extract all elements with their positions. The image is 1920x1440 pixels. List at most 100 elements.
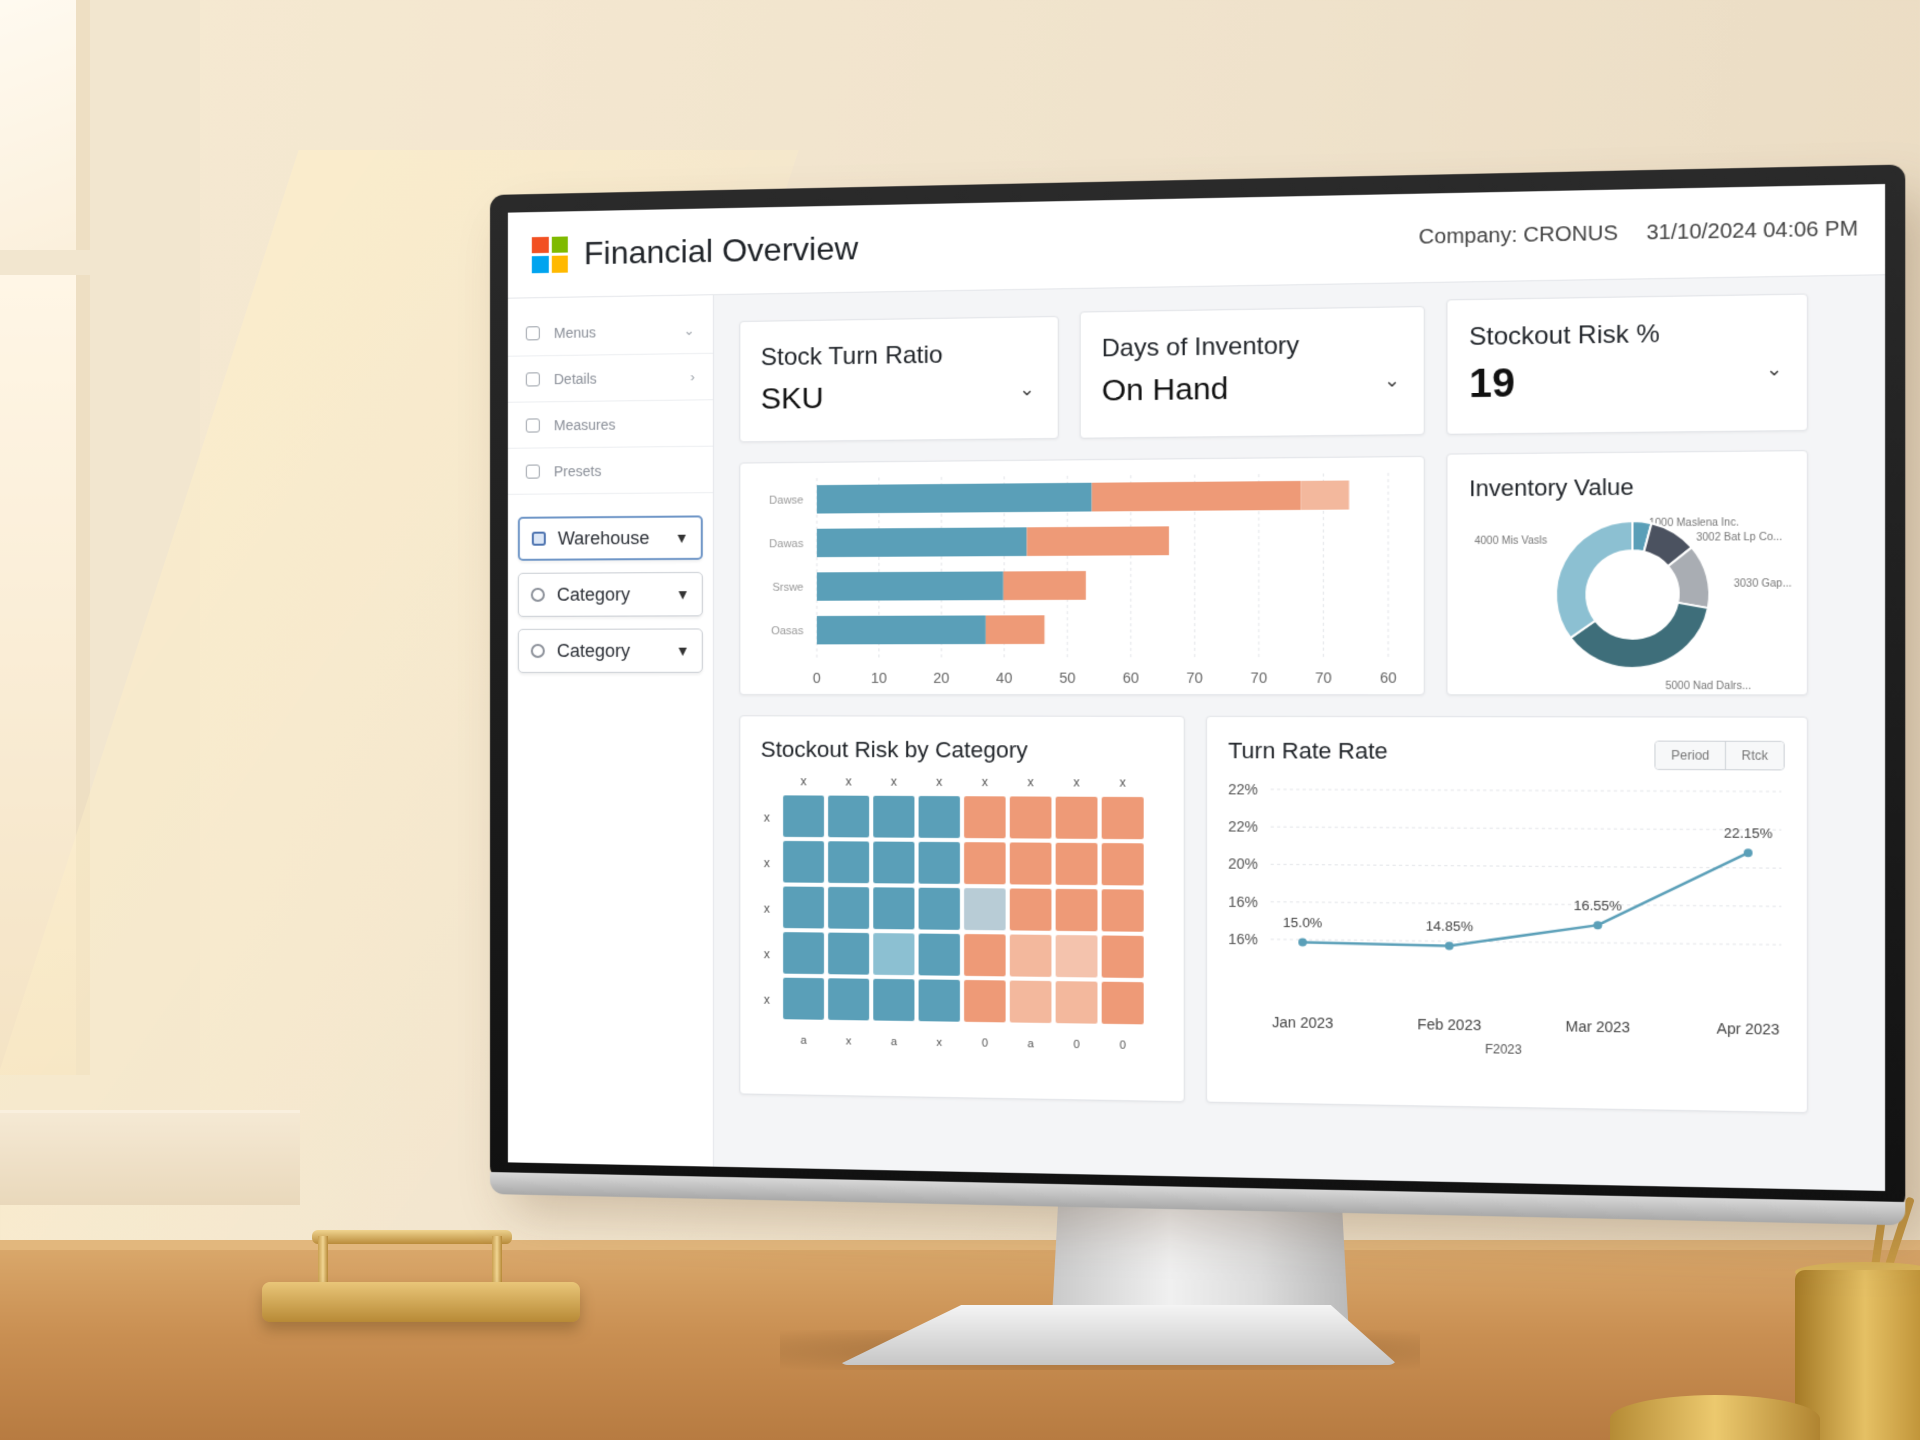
heatmap-row-label: x bbox=[764, 948, 770, 962]
gridline bbox=[1271, 789, 1782, 791]
heatmap-bottom-label: 0 bbox=[1119, 1039, 1125, 1051]
gridline bbox=[1271, 827, 1782, 830]
chevron-down-icon[interactable]: ⌄ bbox=[1019, 379, 1035, 401]
category-label: Oasas bbox=[771, 625, 804, 637]
heatmap-col-label: x bbox=[800, 774, 806, 788]
heatmap-cell bbox=[873, 933, 914, 975]
heatmap-col-label: x bbox=[936, 775, 942, 789]
bar-segment bbox=[1003, 571, 1086, 600]
gridline bbox=[1271, 864, 1782, 868]
sidebar-item-details[interactable]: Details › bbox=[508, 354, 713, 403]
caret-down-icon: ▼ bbox=[676, 643, 690, 659]
kpi-card-stock-turn[interactable]: Stock Turn Ratio SKU ⌄ bbox=[739, 316, 1058, 442]
y-tick-label: 16% bbox=[1228, 931, 1258, 948]
kpi-card-days-inventory[interactable]: Days of Inventory On Hand ⌄ bbox=[1080, 306, 1425, 439]
chevron-down-icon[interactable]: ⌄ bbox=[1766, 358, 1783, 380]
heatmap-cell bbox=[873, 979, 914, 1021]
sidebar-item-label: Measures bbox=[554, 416, 616, 433]
heatmap-cell bbox=[828, 841, 869, 883]
card-title: Turn Rate Rate bbox=[1228, 738, 1388, 765]
heatmap-cell bbox=[1056, 981, 1098, 1024]
x-tick-label: 70 bbox=[1251, 669, 1268, 686]
kpi-label: Days of Inventory bbox=[1102, 332, 1299, 364]
heatmap-cell bbox=[919, 934, 960, 976]
home-icon bbox=[526, 326, 540, 340]
heatmap-cell bbox=[1102, 982, 1144, 1025]
data-label: 14.85% bbox=[1426, 918, 1474, 934]
heatmap-bottom-label: a bbox=[1027, 1038, 1034, 1050]
kpi-card-stockout-risk[interactable]: Stockout Risk % 19 ⌄ bbox=[1446, 293, 1808, 434]
sidebar-item-measures[interactable]: Measures bbox=[508, 400, 713, 449]
category-filter-dropdown[interactable]: Category ▼ bbox=[518, 572, 703, 617]
company-label[interactable]: Company: CRONUS bbox=[1419, 222, 1618, 250]
sidebar-item-menus[interactable]: Menus ⌄ bbox=[508, 307, 713, 356]
bar-segment bbox=[817, 527, 1027, 557]
chevron-right-icon: › bbox=[690, 369, 694, 384]
heatmap-cell bbox=[783, 932, 824, 974]
stockout-heatmap-card: Stockout Risk by Category x x x x x x x x x x x x x a… bbox=[739, 715, 1184, 1102]
heatmap-cell bbox=[964, 888, 1006, 930]
card-holder-leg bbox=[318, 1236, 328, 1288]
heatmap-bottom-label: x bbox=[846, 1035, 852, 1047]
heatmap-cell bbox=[919, 842, 960, 884]
x-tick-label: 70 bbox=[1186, 669, 1203, 686]
sidebar-item-label: Menus bbox=[554, 324, 596, 341]
screen: Financial Overview Company: CRONUS 31/10… bbox=[508, 184, 1885, 1191]
warehouse-filter-dropdown[interactable]: Warehouse ▼ bbox=[518, 515, 703, 560]
heatmap-cell bbox=[1010, 796, 1052, 838]
category-label: Dawas bbox=[769, 538, 804, 550]
heatmap-bottom-label: 0 bbox=[1073, 1039, 1079, 1051]
bar-segment bbox=[1027, 526, 1169, 556]
sidebar-item-label: Details bbox=[554, 370, 597, 387]
period-toggle[interactable]: Period Rtck bbox=[1655, 741, 1785, 771]
heatmap-row-label: x bbox=[764, 856, 770, 870]
heatmap-col-label: x bbox=[1120, 775, 1126, 789]
kpi-label: Stockout Risk % bbox=[1469, 320, 1660, 352]
kpi-label: Stock Turn Ratio bbox=[761, 341, 943, 372]
preset-icon bbox=[526, 464, 540, 478]
x-tick-label: Mar 2023 bbox=[1565, 1018, 1630, 1036]
toggle-option-rtck[interactable]: Rtck bbox=[1725, 742, 1784, 770]
card-holder-base bbox=[262, 1282, 580, 1322]
x-tick-label: 40 bbox=[996, 670, 1012, 686]
stockout-heatmap: x x x x x x x x x x x x x a x a x 0 a 0 0 bbox=[740, 716, 1186, 1103]
data-label: 16.55% bbox=[1574, 898, 1623, 914]
filter-label: Warehouse bbox=[558, 527, 650, 549]
data-point bbox=[1445, 942, 1454, 950]
heatmap-cell bbox=[828, 796, 869, 838]
x-tick-label: 70 bbox=[1315, 669, 1332, 686]
heatmap-cell bbox=[1010, 888, 1052, 930]
category-filter-dropdown-2[interactable]: Category ▼ bbox=[518, 628, 703, 673]
x-tick-label: Feb 2023 bbox=[1417, 1016, 1481, 1034]
chevron-down-icon[interactable]: ⌄ bbox=[1384, 370, 1400, 392]
gridline bbox=[1271, 902, 1782, 907]
sidebar: Menus ⌄ Details › Measures Presets Wareh… bbox=[508, 295, 714, 1166]
toggle-option-period[interactable]: Period bbox=[1656, 742, 1725, 770]
sidebar-item-label: Presets bbox=[554, 462, 602, 479]
heatmap-bottom-label: 0 bbox=[982, 1037, 988, 1049]
heatmap-cell bbox=[1102, 843, 1144, 885]
heatmap-bottom-label: a bbox=[800, 1035, 807, 1047]
donut-slice bbox=[1556, 521, 1633, 638]
heatmap-cell bbox=[919, 888, 960, 930]
heatmap-cell bbox=[873, 842, 914, 884]
y-tick-label: 20% bbox=[1228, 856, 1258, 873]
heatmap-bottom-label: a bbox=[891, 1036, 898, 1048]
data-label: 22.15% bbox=[1724, 825, 1773, 841]
x-tick-label: 50 bbox=[1059, 670, 1076, 686]
kpi-value: SKU bbox=[761, 382, 824, 417]
card-holder-leg bbox=[492, 1236, 502, 1288]
heatmap-bottom-label: x bbox=[936, 1037, 942, 1049]
heatmap-cell bbox=[828, 887, 869, 929]
measure-icon bbox=[526, 418, 540, 432]
category-icon bbox=[531, 644, 545, 658]
bar-segment bbox=[817, 571, 1003, 600]
heatmap-cell bbox=[783, 978, 824, 1020]
app-header: Financial Overview Company: CRONUS 31/10… bbox=[508, 184, 1885, 299]
datetime-label: 31/10/2024 04:06 PM bbox=[1646, 217, 1858, 245]
monitor: Financial Overview Company: CRONUS 31/10… bbox=[490, 164, 1905, 1210]
sidebar-item-presets[interactable]: Presets bbox=[508, 447, 713, 495]
donut-slice-label: 3002 Bat Lp Co... bbox=[1696, 532, 1782, 544]
heatmap-cell bbox=[1102, 889, 1144, 932]
heatmap-cell bbox=[919, 979, 960, 1021]
